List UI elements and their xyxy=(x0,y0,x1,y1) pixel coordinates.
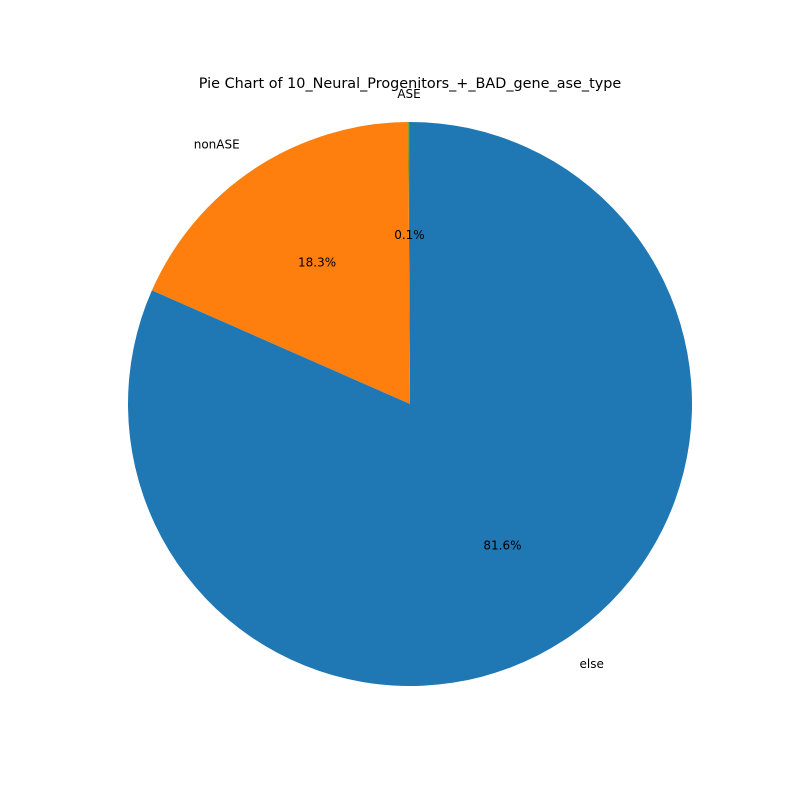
pie-slice-nonase xyxy=(151,122,411,405)
slice-label-ase: ASE xyxy=(397,87,420,101)
slice-percent-else: 81.6% xyxy=(483,539,521,553)
chart-title: Pie Chart of 10_Neural_Progenitors_+_BAD… xyxy=(199,76,622,92)
pie-slice-ase xyxy=(408,122,410,404)
pie-slices xyxy=(127,122,692,686)
slice-percent-nonase: 18.3% xyxy=(298,256,336,270)
pie-slice-else xyxy=(127,122,692,686)
slice-label-else: else xyxy=(579,657,603,671)
slice-label-nonase: nonASE xyxy=(194,138,240,152)
slice-percent-ase: 0.1% xyxy=(394,228,425,242)
pie-labels: ASE 0.1% nonASE 18.3% else 81.6% xyxy=(194,87,604,671)
